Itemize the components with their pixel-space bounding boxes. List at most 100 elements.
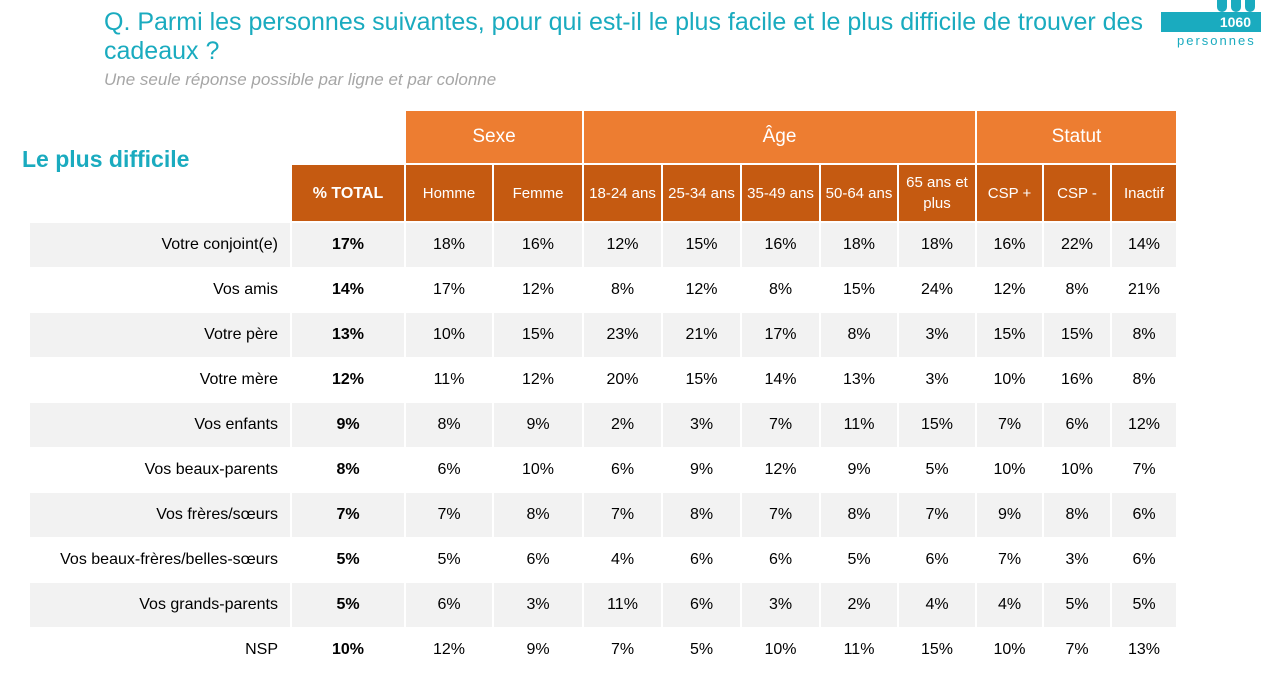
sample-size-count: 1060 xyxy=(1219,14,1251,30)
total-cell: 8% xyxy=(290,447,406,493)
value-cell: 24% xyxy=(897,267,977,313)
value-cell: 10% xyxy=(740,627,821,673)
value-cell: 6% xyxy=(404,447,494,493)
column-header: Homme xyxy=(404,163,494,223)
total-cell: 17% xyxy=(290,221,406,268)
value-cell: 21% xyxy=(661,312,742,358)
value-cell: 18% xyxy=(404,221,494,268)
value-cell: 6% xyxy=(404,582,494,628)
value-cell: 15% xyxy=(975,312,1044,358)
results-table: Sexe Âge Statut % TOTAL Homme Femme 18-2… xyxy=(28,111,1178,673)
value-cell: 6% xyxy=(582,447,663,493)
value-cell: 15% xyxy=(819,267,899,313)
value-cell: 7% xyxy=(1042,627,1112,673)
value-cell: 8% xyxy=(1042,492,1112,538)
total-cell: 14% xyxy=(290,267,406,313)
value-cell: 18% xyxy=(819,221,899,268)
value-cell: 8% xyxy=(1110,312,1178,358)
value-cell: 5% xyxy=(1110,582,1178,628)
column-header-total: % TOTAL xyxy=(290,163,406,223)
value-cell: 12% xyxy=(492,357,584,403)
value-cell: 10% xyxy=(404,312,494,358)
value-cell: 5% xyxy=(404,537,494,583)
value-cell: 4% xyxy=(582,537,663,583)
value-cell: 12% xyxy=(975,267,1044,313)
value-cell: 9% xyxy=(492,402,584,448)
value-cell: 22% xyxy=(1042,221,1112,268)
value-cell: 8% xyxy=(819,492,899,538)
value-cell: 11% xyxy=(819,627,899,673)
value-cell: 12% xyxy=(1110,402,1178,448)
total-cell: 5% xyxy=(290,537,406,583)
row-label: Votre conjoint(e) xyxy=(28,221,292,268)
section-title: Le plus difficile xyxy=(22,146,190,172)
value-cell: 15% xyxy=(897,402,977,448)
table-row: Vos beaux-parents 8% 6% 10% 6% 9% 12% 9% 5% 10% 10… xyxy=(28,447,1178,493)
table-row: Vos grands-parents 5% 6% 3% 11% 6% 3% 2% 4% 4% 5% 5… xyxy=(28,582,1178,628)
value-cell: 6% xyxy=(492,537,584,583)
value-cell: 12% xyxy=(404,627,494,673)
value-cell: 11% xyxy=(819,402,899,448)
value-cell: 23% xyxy=(582,312,663,358)
value-cell: 10% xyxy=(975,357,1044,403)
value-cell: 7% xyxy=(582,627,663,673)
total-cell: 9% xyxy=(290,402,406,448)
value-cell: 12% xyxy=(661,267,742,313)
value-cell: 14% xyxy=(740,357,821,403)
value-cell: 3% xyxy=(661,402,742,448)
value-cell: 16% xyxy=(492,221,584,268)
row-label: Vos grands-parents xyxy=(28,582,292,628)
total-cell: 13% xyxy=(290,312,406,358)
value-cell: 7% xyxy=(740,402,821,448)
value-cell: 10% xyxy=(975,447,1044,493)
value-cell: 10% xyxy=(1042,447,1112,493)
value-cell: 6% xyxy=(1110,537,1178,583)
group-header-age: Âge xyxy=(582,111,977,164)
table-row: Vos amis 14% 17% 12% 8% 12% 8% 15% 24% 12% 8% 21% xyxy=(28,267,1178,313)
value-cell: 5% xyxy=(897,447,977,493)
value-cell: 7% xyxy=(404,492,494,538)
value-cell: 15% xyxy=(661,221,742,268)
column-header: CSP + xyxy=(975,163,1044,223)
table-row: Vos frères/sœurs 7% 7% 8% 7% 8% 7% 8% 7% 9% 8% 6% xyxy=(28,492,1178,538)
row-label: Vos frères/sœurs xyxy=(28,492,292,538)
table-row: Vos beaux-frères/belles-sœurs 5% 5% 6% 4% 6% 6… xyxy=(28,537,1178,583)
value-cell: 11% xyxy=(404,357,494,403)
value-cell: 17% xyxy=(404,267,494,313)
value-cell: 4% xyxy=(897,582,977,628)
row-label: Votre mère xyxy=(28,357,292,403)
value-cell: 7% xyxy=(1110,447,1178,493)
column-header: 35-49 ans xyxy=(740,163,821,223)
column-header: 65 ans et plus xyxy=(897,163,977,223)
value-cell: 9% xyxy=(975,492,1044,538)
value-cell: 8% xyxy=(740,267,821,313)
row-label: Votre père xyxy=(28,312,292,358)
value-cell: 3% xyxy=(1042,537,1112,583)
table-row: Votre père 13% 10% 15% 23% 21% 17% 8% 3% 15% 15% 8% xyxy=(28,312,1178,358)
value-cell: 8% xyxy=(492,492,584,538)
value-cell: 7% xyxy=(975,402,1044,448)
value-cell: 6% xyxy=(661,582,742,628)
value-cell: 13% xyxy=(1110,627,1178,673)
value-cell: 6% xyxy=(661,537,742,583)
value-cell: 6% xyxy=(897,537,977,583)
value-cell: 3% xyxy=(492,582,584,628)
value-cell: 12% xyxy=(582,221,663,268)
value-cell: 7% xyxy=(582,492,663,538)
total-cell: 7% xyxy=(290,492,406,538)
value-cell: 8% xyxy=(582,267,663,313)
sample-size-label: personnes xyxy=(1177,33,1256,48)
value-cell: 12% xyxy=(740,447,821,493)
table-row: Votre mère 12% 11% 12% 20% 15% 14% 13% 3% 10% 16% 8… xyxy=(28,357,1178,403)
row-label: Vos amis xyxy=(28,267,292,313)
column-header: 50-64 ans xyxy=(819,163,899,223)
value-cell: 6% xyxy=(740,537,821,583)
question-title: Q. Parmi les personnes suivantes, pour q… xyxy=(104,8,1143,65)
value-cell: 17% xyxy=(740,312,821,358)
table-row: Vos enfants 9% 8% 9% 2% 3% 7% 11% 15% 7% 6% 12% xyxy=(28,402,1178,448)
value-cell: 8% xyxy=(1042,267,1112,313)
value-cell: 18% xyxy=(897,221,977,268)
value-cell: 5% xyxy=(819,537,899,583)
row-label: Vos beaux-frères/belles-sœurs xyxy=(28,537,292,583)
value-cell: 16% xyxy=(1042,357,1112,403)
